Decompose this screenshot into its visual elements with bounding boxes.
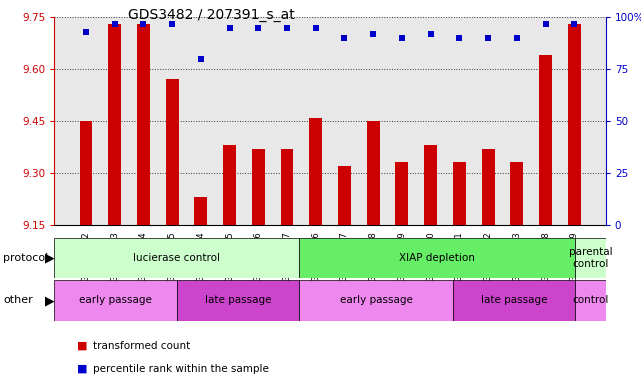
Point [224,25,235,31]
Text: protocol: protocol [3,253,49,263]
Bar [281,149,294,225]
Bar [223,145,236,225]
Text: parental
control: parental control [569,247,612,269]
Text: late passage: late passage [481,295,547,306]
Point [512,35,522,41]
Bar [194,197,207,225]
Point [81,29,91,35]
Bar [510,162,523,225]
Bar [453,162,466,225]
Text: percentile rank within the sample: percentile rank within the sample [93,364,269,374]
Bar [108,24,121,225]
Point [138,20,149,26]
Point [196,56,206,62]
Point [569,20,579,26]
Bar [137,24,150,225]
Bar [568,24,581,225]
Bar [299,280,453,321]
Point [426,31,436,37]
Bar [166,79,179,225]
Bar [453,280,575,321]
Text: transformed count: transformed count [93,341,190,351]
Point [110,20,120,26]
Text: ■: ■ [77,341,87,351]
Point [397,35,407,41]
Bar [424,145,437,225]
Point [167,20,178,26]
Bar [79,121,92,225]
Bar [338,166,351,225]
Text: GDS3482 / 207391_s_at: GDS3482 / 207391_s_at [128,8,295,22]
Point [483,35,493,41]
Bar [395,162,408,225]
Text: ■: ■ [77,364,87,374]
Point [454,35,465,41]
Bar [54,280,177,321]
Bar [481,149,494,225]
Bar [310,118,322,225]
Point [540,20,551,26]
Bar [252,149,265,225]
Point [282,25,292,31]
Point [311,25,321,31]
Text: other: other [3,295,33,306]
Bar [367,121,379,225]
Point [253,25,263,31]
Text: XIAP depletion: XIAP depletion [399,253,475,263]
Text: early passage: early passage [79,295,152,306]
Text: ▶: ▶ [45,294,55,307]
Text: early passage: early passage [340,295,413,306]
Bar [575,238,606,278]
Text: late passage: late passage [205,295,272,306]
Bar [539,55,552,225]
Bar [177,280,299,321]
Point [368,31,378,37]
Bar [575,280,606,321]
Text: ▶: ▶ [45,252,55,265]
Bar [54,238,299,278]
Text: lucierase control: lucierase control [133,253,221,263]
Bar [299,238,575,278]
Point [339,35,349,41]
Text: control: control [572,295,608,306]
